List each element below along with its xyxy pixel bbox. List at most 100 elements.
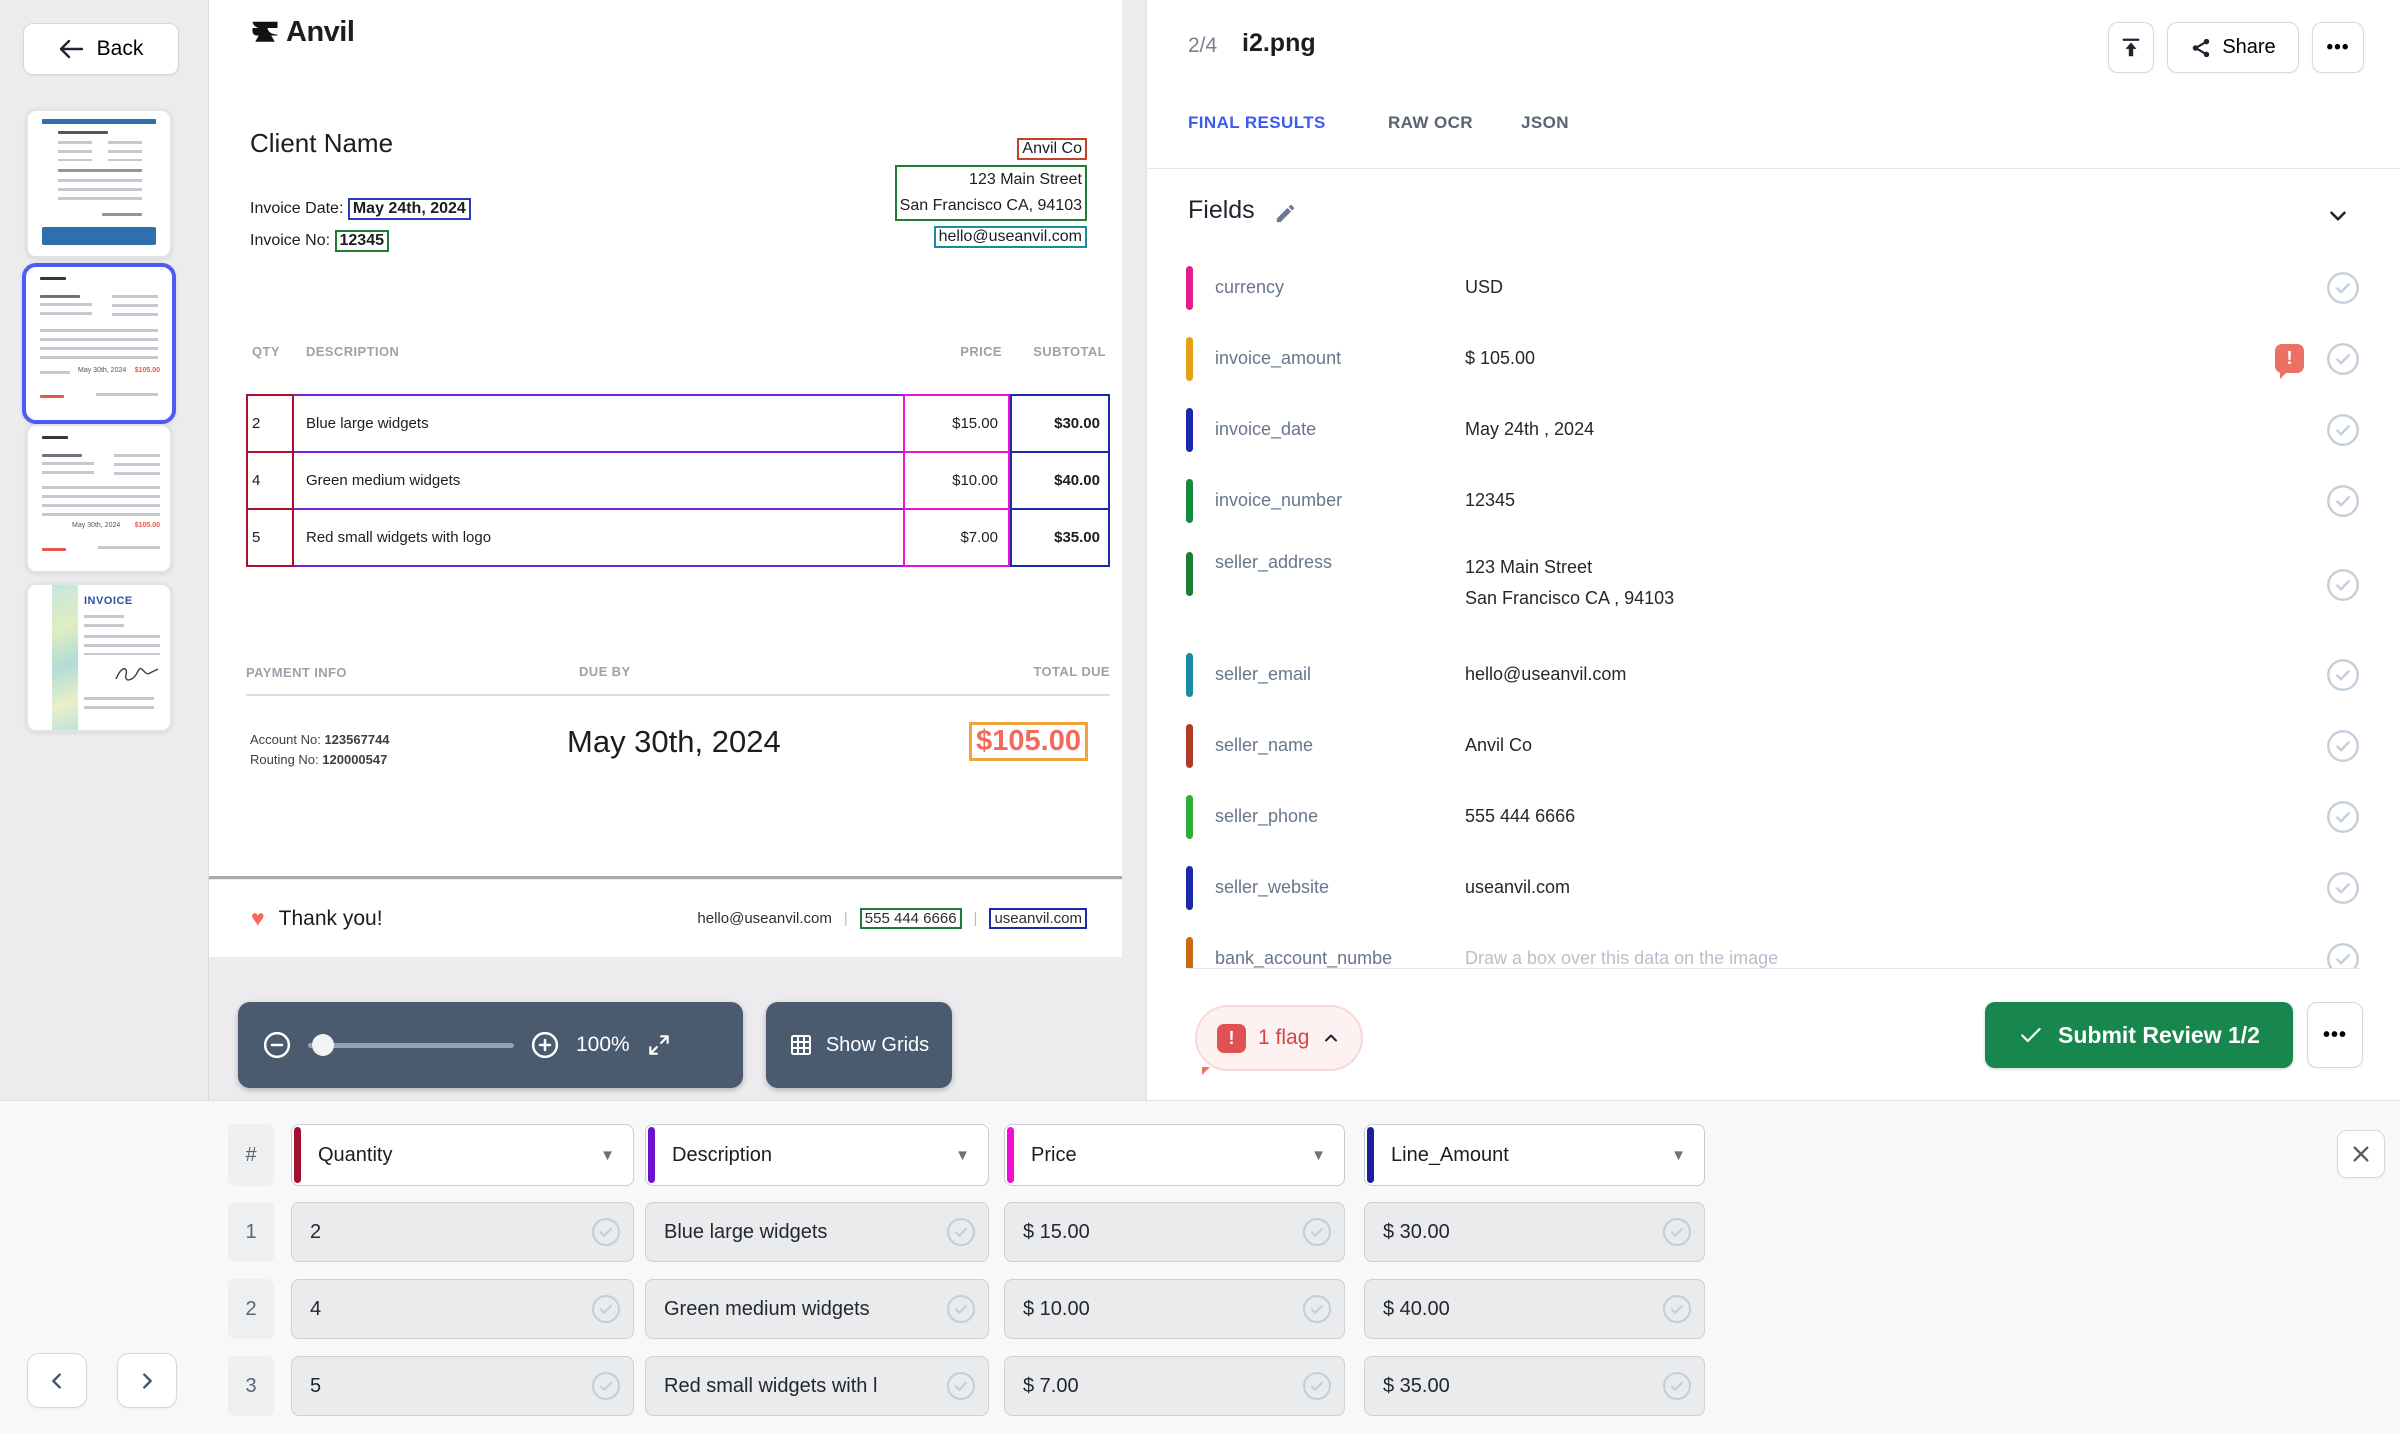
tab-json[interactable]: JSON: [1521, 113, 1569, 132]
back-button[interactable]: Back: [23, 23, 179, 75]
approve-check-icon[interactable]: [2326, 729, 2360, 763]
cell-check-icon[interactable]: [1662, 1217, 1692, 1247]
zoom-slider[interactable]: [308, 1033, 514, 1056]
approve-check-icon[interactable]: [2326, 942, 2360, 968]
approve-check-icon[interactable]: [2326, 658, 2360, 692]
field-value[interactable]: May 24th , 2024: [1465, 419, 1595, 439]
next-page-button[interactable]: [117, 1353, 177, 1408]
field-value[interactable]: useanvil.com: [1465, 877, 1571, 897]
cell-check-icon[interactable]: [1302, 1371, 1332, 1401]
page-thumbnail-2-selected[interactable]: May 30th, 2024 $105.00: [22, 263, 176, 424]
submit-review-button[interactable]: Submit Review 1/2: [1985, 1002, 2293, 1068]
page-thumbnail-3[interactable]: May 30th, 2024 $105.00: [26, 424, 172, 573]
invoice-date-annotation[interactable]: May 24th, 2024: [347, 198, 471, 220]
item-subtotal-annotation[interactable]: $40.00: [1010, 451, 1110, 510]
cell-quantity[interactable]: 2: [291, 1202, 634, 1262]
approve-check-icon[interactable]: [2326, 271, 2360, 305]
submit-more-button[interactable]: •••: [2307, 1002, 2363, 1068]
field-value[interactable]: 12345: [1465, 490, 1516, 510]
field-row-invoice-number[interactable]: invoice_number 12345: [1186, 465, 2360, 536]
cell-check-icon[interactable]: [1662, 1371, 1692, 1401]
cell-price[interactable]: $ 7.00: [1004, 1356, 1345, 1416]
item-qty-annotation[interactable]: 5: [246, 508, 294, 567]
item-price-annotation[interactable]: $7.00: [903, 508, 1010, 567]
tab-raw-ocr[interactable]: RAW OCR: [1388, 113, 1473, 132]
cell-price[interactable]: $ 10.00: [1004, 1279, 1345, 1339]
approve-check-icon[interactable]: [2326, 413, 2360, 447]
close-panel-button[interactable]: [2337, 1130, 2385, 1178]
cell-check-icon[interactable]: [1302, 1294, 1332, 1324]
field-value[interactable]: Anvil Co: [1465, 735, 1533, 755]
edit-pencil-icon[interactable]: [1274, 202, 1297, 225]
cell-check-icon[interactable]: [1662, 1294, 1692, 1324]
cell-quantity[interactable]: 5: [291, 1356, 634, 1416]
field-value[interactable]: 555 444 6666: [1465, 806, 1576, 826]
item-row[interactable]: 4 Green medium widgets $10.00 $40.00: [246, 451, 1110, 510]
item-qty-annotation[interactable]: 4: [246, 451, 294, 510]
field-row-invoice-amount[interactable]: invoice_amount $ 105.00 !: [1186, 323, 2360, 394]
zoom-slider-knob[interactable]: [312, 1033, 334, 1056]
field-row-bank-account-number[interactable]: bank_account_numbe Draw a box over this …: [1186, 923, 2360, 968]
share-button[interactable]: Share: [2167, 22, 2299, 73]
upload-button[interactable]: [2108, 22, 2154, 73]
column-select-price[interactable]: Price ▼: [1004, 1124, 1345, 1186]
approve-check-icon[interactable]: [2326, 568, 2360, 602]
field-flag-icon[interactable]: !: [2275, 343, 2304, 379]
seller-name-annotation[interactable]: Anvil Co: [1017, 138, 1087, 160]
footer-website-annotation[interactable]: useanvil.com: [989, 908, 1087, 929]
invoice-number-annotation[interactable]: 12345: [334, 230, 389, 252]
cell-description[interactable]: Blue large widgets: [645, 1202, 989, 1262]
field-row-seller-phone[interactable]: seller_phone 555 444 6666: [1186, 781, 2360, 852]
item-row[interactable]: 5 Red small widgets with logo $7.00 $35.…: [246, 508, 1110, 567]
item-subtotal-annotation[interactable]: $35.00: [1010, 508, 1110, 567]
column-select-quantity[interactable]: Quantity ▼: [291, 1124, 634, 1186]
field-value[interactable]: USD: [1465, 277, 1504, 297]
cell-check-icon[interactable]: [591, 1371, 621, 1401]
footer-phone-annotation[interactable]: 555 444 6666: [859, 908, 962, 929]
flag-count-button[interactable]: ! 1 flag: [1195, 1005, 1364, 1071]
header-more-button[interactable]: •••: [2312, 22, 2364, 73]
fields-collapse-chevron-icon[interactable]: [2325, 203, 2351, 229]
column-select-description[interactable]: Description ▼: [645, 1124, 989, 1186]
field-value[interactable]: hello@useanvil.com: [1465, 664, 1627, 684]
cell-line-amount[interactable]: $ 30.00: [1364, 1202, 1705, 1262]
cell-description[interactable]: Red small widgets with l: [645, 1356, 989, 1416]
item-subtotal-annotation[interactable]: $30.00: [1010, 394, 1110, 453]
cell-check-icon[interactable]: [946, 1294, 976, 1324]
column-select-line-amount[interactable]: Line_Amount ▼: [1364, 1124, 1705, 1186]
cell-quantity[interactable]: 4: [291, 1279, 634, 1339]
cell-check-icon[interactable]: [591, 1217, 621, 1247]
page-thumbnail-1[interactable]: [26, 109, 172, 258]
zoom-in-icon[interactable]: [530, 1030, 560, 1060]
seller-address-annotation[interactable]: 123 Main Street San Francisco CA, 94103: [894, 165, 1087, 221]
field-value[interactable]: $ 105.00: [1465, 348, 1536, 368]
approve-check-icon[interactable]: [2326, 484, 2360, 518]
cell-check-icon[interactable]: [946, 1217, 976, 1247]
approve-check-icon[interactable]: [2326, 800, 2360, 834]
total-due-annotation[interactable]: $105.00: [969, 722, 1088, 761]
cell-price[interactable]: $ 15.00: [1004, 1202, 1345, 1262]
field-row-seller-name[interactable]: seller_name Anvil Co: [1186, 710, 2360, 781]
zoom-out-icon[interactable]: [262, 1030, 292, 1060]
item-qty-annotation[interactable]: 2: [246, 394, 294, 453]
field-value[interactable]: 123 Main Street San Francisco CA , 94103: [1465, 552, 1674, 614]
fullscreen-icon[interactable]: [646, 1032, 672, 1058]
approve-check-icon[interactable]: [2326, 871, 2360, 905]
field-row-invoice-date[interactable]: invoice_date May 24th , 2024: [1186, 394, 2360, 465]
item-row[interactable]: 2 Blue large widgets $15.00 $30.00: [246, 394, 1110, 453]
document-page[interactable]: Anvil Client Name Invoice Date: May 24th…: [209, 0, 1122, 878]
cell-description[interactable]: Green medium widgets: [645, 1279, 989, 1339]
item-price-annotation[interactable]: $15.00: [903, 394, 1010, 453]
prev-page-button[interactable]: [27, 1353, 87, 1408]
item-price-annotation[interactable]: $10.00: [903, 451, 1010, 510]
approve-check-icon[interactable]: [2326, 342, 2360, 376]
cell-line-amount[interactable]: $ 35.00: [1364, 1356, 1705, 1416]
seller-email-annotation[interactable]: hello@useanvil.com: [933, 226, 1087, 248]
cell-check-icon[interactable]: [591, 1294, 621, 1324]
field-row-seller-address[interactable]: seller_address 123 Main Street San Franc…: [1186, 536, 2360, 639]
tab-final-results[interactable]: FINAL RESULTS: [1188, 113, 1326, 132]
field-row-seller-email[interactable]: seller_email hello@useanvil.com: [1186, 639, 2360, 710]
show-grids-button[interactable]: Show Grids: [766, 1002, 952, 1088]
cell-check-icon[interactable]: [1302, 1217, 1332, 1247]
field-row-currency[interactable]: currency USD: [1186, 252, 2360, 323]
